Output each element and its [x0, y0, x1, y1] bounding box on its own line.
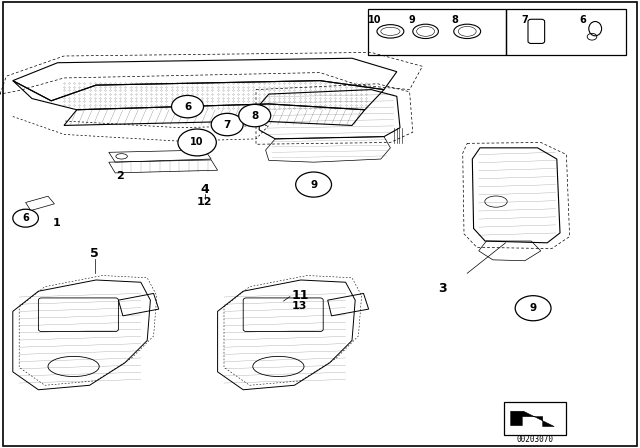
Text: 4: 4	[200, 182, 209, 196]
Circle shape	[239, 104, 271, 127]
Circle shape	[172, 95, 204, 118]
Circle shape	[178, 129, 216, 156]
Text: 2: 2	[116, 171, 124, 181]
Circle shape	[296, 172, 332, 197]
Text: 7: 7	[522, 15, 528, 25]
Text: 6: 6	[184, 102, 191, 112]
Text: 13: 13	[291, 302, 307, 311]
Text: 9: 9	[529, 303, 537, 313]
Text: 10: 10	[190, 138, 204, 147]
Text: 1: 1	[52, 218, 60, 228]
Text: 6: 6	[22, 213, 29, 223]
Text: 9: 9	[310, 180, 317, 190]
Text: 6: 6	[579, 15, 586, 25]
Text: 8: 8	[451, 15, 458, 25]
Text: 12: 12	[197, 197, 212, 207]
Text: 00203070: 00203070	[516, 435, 554, 444]
Text: 8: 8	[251, 111, 259, 121]
Circle shape	[13, 209, 38, 227]
Text: 5: 5	[90, 246, 99, 260]
Text: 9: 9	[408, 15, 415, 25]
Text: 11: 11	[291, 289, 308, 302]
Circle shape	[211, 113, 243, 136]
Polygon shape	[511, 411, 554, 426]
Text: 7: 7	[223, 120, 231, 129]
Text: 3: 3	[438, 282, 447, 296]
Text: 10: 10	[367, 15, 381, 25]
Circle shape	[515, 296, 551, 321]
